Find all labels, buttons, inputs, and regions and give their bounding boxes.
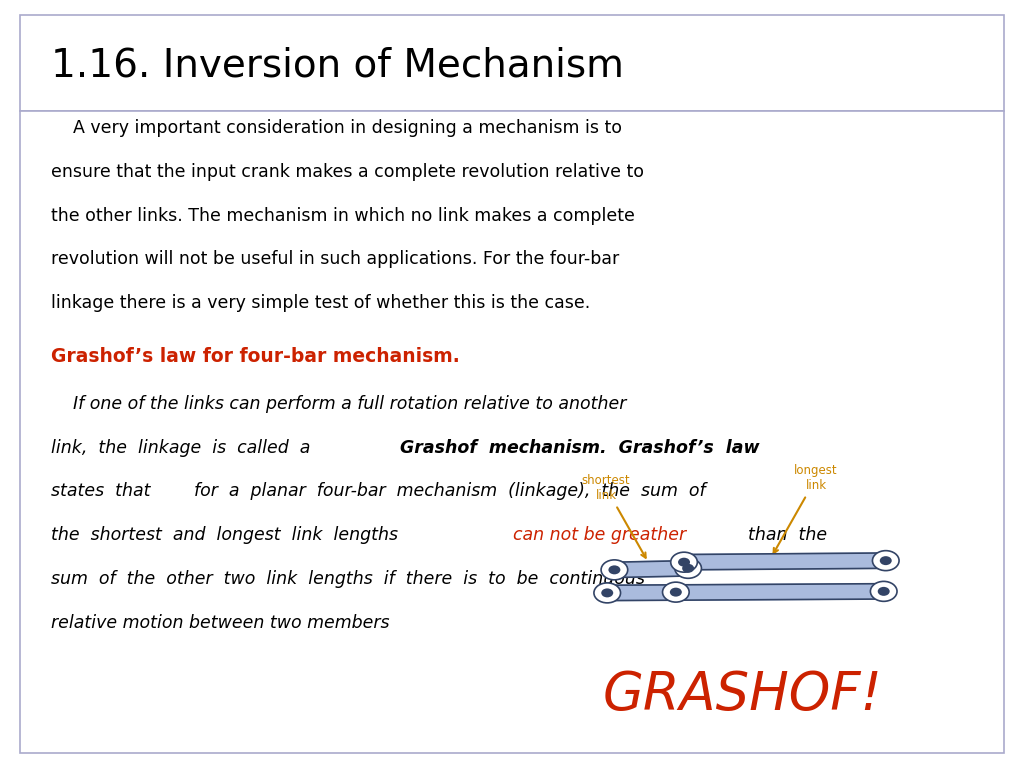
Circle shape [682, 564, 694, 573]
Text: longest
link: longest link [773, 464, 838, 553]
FancyBboxPatch shape [20, 111, 1004, 753]
Text: Grashof  mechanism.  Grashof’s  law: Grashof mechanism. Grashof’s law [400, 439, 760, 456]
Circle shape [594, 583, 621, 603]
Text: GRASHOF!: GRASHOF! [602, 669, 883, 721]
Text: ensure that the input crank makes a complete revolution relative to: ensure that the input crank makes a comp… [51, 163, 644, 180]
Text: states  that: states that [51, 482, 162, 500]
Text: A very important consideration in designing a mechanism is to: A very important consideration in design… [51, 119, 623, 137]
Text: Grashof’s law for four-bar mechanism.: Grashof’s law for four-bar mechanism. [51, 347, 460, 366]
Text: than  the: than the [736, 526, 826, 544]
Text: linkage there is a very simple test of whether this is the case.: linkage there is a very simple test of w… [51, 294, 591, 312]
Circle shape [608, 565, 621, 574]
Polygon shape [684, 553, 886, 570]
Text: revolution will not be useful in such applications. For the four-bar: revolution will not be useful in such ap… [51, 250, 620, 268]
Text: for  a  planar  four-bar  mechanism  (linkage),  the  sum  of: for a planar four-bar mechanism (linkage… [194, 482, 706, 500]
Text: can not be greather: can not be greather [513, 526, 686, 544]
Text: If one of the links can perform a full rotation relative to another: If one of the links can perform a full r… [51, 395, 627, 412]
Text: sum  of  the  other  two  link  lengths  if  there  is  to  be  continuous: sum of the other two link lengths if the… [51, 570, 645, 588]
Text: the other links. The mechanism in which no link makes a complete: the other links. The mechanism in which … [51, 207, 635, 224]
Circle shape [878, 587, 890, 596]
Circle shape [880, 556, 892, 565]
Text: 1.16. Inversion of Mechanism: 1.16. Inversion of Mechanism [51, 46, 624, 84]
Circle shape [670, 588, 682, 597]
Circle shape [675, 558, 701, 578]
Circle shape [678, 558, 690, 567]
Text: relative motion between two members: relative motion between two members [51, 614, 390, 631]
Polygon shape [607, 584, 884, 601]
Circle shape [601, 588, 613, 598]
Circle shape [663, 582, 689, 602]
FancyBboxPatch shape [20, 15, 1004, 111]
Text: the  shortest  and  longest  link  lengths: the shortest and longest link lengths [51, 526, 410, 544]
Circle shape [872, 551, 899, 571]
Circle shape [671, 552, 697, 572]
Text: shortest
link: shortest link [582, 474, 646, 558]
Text: link,  the  linkage  is  called  a: link, the linkage is called a [51, 439, 322, 456]
Circle shape [601, 560, 628, 580]
Circle shape [870, 581, 897, 601]
Polygon shape [614, 561, 688, 578]
